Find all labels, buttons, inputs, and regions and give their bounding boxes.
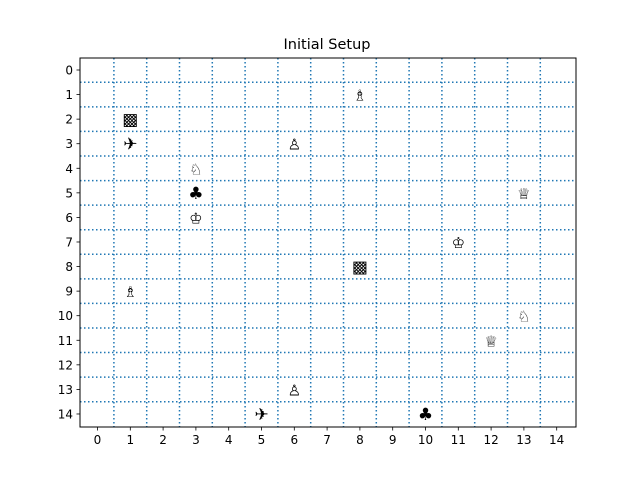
y-tick-label: 3 xyxy=(65,137,73,151)
board-title: Initial Setup xyxy=(284,37,371,53)
y-tick-label: 6 xyxy=(65,211,73,225)
x-tick-label: 2 xyxy=(159,433,167,447)
x-tick-label: 0 xyxy=(94,433,102,447)
y-tick-label: 11 xyxy=(58,334,73,348)
y-tick-label: 7 xyxy=(65,235,73,249)
x-tick-label: 10 xyxy=(418,433,433,447)
y-tick-label: 5 xyxy=(65,186,73,200)
queen-piece: ♕ xyxy=(484,332,497,350)
king-piece: ♔ xyxy=(189,209,202,227)
x-tick-label: 13 xyxy=(516,433,531,447)
bishop-piece: ♗ xyxy=(353,87,366,105)
x-tick-label: 11 xyxy=(451,433,466,447)
y-tick-label: 2 xyxy=(65,113,73,127)
y-tick-label: 12 xyxy=(58,358,73,372)
grid-lines xyxy=(80,58,576,427)
y-tick-label: 13 xyxy=(58,383,73,397)
pieces-layer: ♗ ▩ ♙ ✈ ♘ ♣ ♕ ♔ ♔ ▩ ♗ ♘ ♕ ♙ ✈ ♣ xyxy=(122,87,530,425)
y-tick-label: 10 xyxy=(58,309,73,323)
x-tick-label: 1 xyxy=(126,433,134,447)
pawn-piece: ♙ xyxy=(288,136,301,154)
x-tick-label: 8 xyxy=(356,433,364,447)
y-tick-label: 14 xyxy=(58,407,73,421)
queen-piece: ♕ xyxy=(517,185,530,203)
y-tick-label: 1 xyxy=(65,88,73,102)
king-piece: ♔ xyxy=(452,234,465,252)
x-tick-label: 9 xyxy=(389,433,397,447)
knight-piece: ♘ xyxy=(517,308,530,326)
x-axis: 0 1 2 3 4 5 6 7 8 9 10 11 12 13 14 xyxy=(94,427,564,447)
y-tick-label: 9 xyxy=(65,285,73,299)
x-tick-label: 12 xyxy=(483,433,498,447)
club-piece: ♣ xyxy=(188,184,203,204)
y-tick-label: 4 xyxy=(65,162,73,176)
club-piece: ♣ xyxy=(418,405,433,425)
x-tick-label: 4 xyxy=(225,433,233,447)
board-frame xyxy=(79,57,577,428)
x-tick-label: 5 xyxy=(258,433,266,447)
y-tick-label: 0 xyxy=(65,64,73,78)
x-tick-label: 6 xyxy=(290,433,298,447)
x-tick-label: 3 xyxy=(192,433,200,447)
x-tick-label: 14 xyxy=(549,433,564,447)
airplane-piece: ✈ xyxy=(254,405,268,425)
x-tick-label: 7 xyxy=(323,433,331,447)
y-tick-label: 8 xyxy=(65,260,73,274)
checker-piece: ▩ xyxy=(352,258,368,278)
airplane-piece: ✈ xyxy=(123,135,137,155)
checker-piece: ▩ xyxy=(122,110,138,130)
bishop-piece: ♗ xyxy=(124,283,137,301)
knight-piece: ♘ xyxy=(189,160,202,178)
pawn-piece: ♙ xyxy=(288,381,301,399)
